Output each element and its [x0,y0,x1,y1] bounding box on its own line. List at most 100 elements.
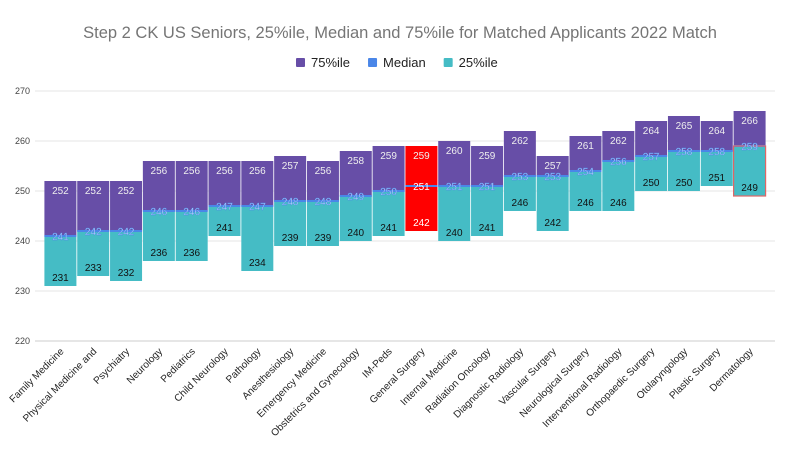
bar-25th-to-median [635,156,668,191]
bar-25th-to-median [438,186,471,241]
bar-median-to-75th [569,136,602,171]
label-median: 253 [544,172,561,183]
label-75th: 258 [347,156,364,167]
label-25th: 233 [85,263,102,274]
label-median: 257 [643,152,660,163]
median-line [175,210,208,212]
bar-median-to-75th [110,181,143,231]
bar-median-to-75th [438,141,471,186]
label-median: 248 [315,197,332,208]
label-median: 242 [118,227,135,238]
legend-item: 25%ile [443,55,498,70]
bar-25th-to-median [274,201,307,246]
bar-25th-to-median [208,206,241,236]
bar-median-to-75th [635,121,668,156]
chart-title: Step 2 CK US Seniors, 25%ile, Median and… [83,24,717,42]
bar-median-to-75th [339,151,372,196]
bar-25th-to-median [175,211,208,261]
median-line [536,175,569,177]
median-line [372,190,405,192]
y-tick-label: 220 [15,336,30,346]
bar-25th-to-median [405,186,438,231]
label-75th: 259 [380,151,397,162]
bar-group: 261 254 246 [569,136,602,211]
bar-25th-to-median [241,206,274,271]
legend: 75%ile Median 25%ile [296,55,498,70]
label-median: 259 [741,142,758,153]
bar-group: 259 251 241 [471,146,504,236]
median-line [208,205,241,207]
label-25th: 249 [741,183,758,194]
bar-median-to-75th [208,161,241,206]
label-median: 241 [52,232,69,243]
median-line [438,185,471,187]
bar-median-to-75th [77,181,110,231]
bar-group: 259 250 241 [372,146,405,236]
label-25th: 240 [446,228,463,239]
label-25th: 250 [643,178,660,189]
label-75th: 260 [446,146,463,157]
label-25th: 242 [413,218,430,229]
label-25th: 234 [249,258,266,269]
label-25th: 241 [479,223,496,234]
label-25th: 241 [216,223,233,234]
label-median: 248 [282,197,299,208]
median-line [274,200,307,202]
bar-group: 260 251 240 [438,141,471,241]
bar-group: 256 248 239 [306,161,339,246]
x-category-label: Internal Medicine [399,346,461,408]
label-75th: 256 [315,166,332,177]
bar-median-to-75th [44,181,77,236]
median-line [405,185,438,187]
label-median: 258 [676,147,693,158]
label-25th: 246 [610,198,627,209]
label-25th: 232 [118,268,135,279]
bar-group: 256 246 236 [142,161,175,261]
label-25th: 251 [708,173,725,184]
label-75th: 256 [151,166,168,177]
label-75th: 259 [479,151,496,162]
median-line [142,210,175,212]
label-25th: 241 [380,223,397,234]
bar-25th-to-median [471,186,504,236]
x-category-label: Neurology [125,346,165,386]
label-median: 253 [512,172,529,183]
label-median: 242 [85,227,102,238]
label-75th: 259 [413,151,430,162]
bar-median-to-75th [503,131,536,176]
bar-group: 265 258 250 [667,116,700,191]
bar-25th-to-median [306,201,339,246]
median-line [471,185,504,187]
legend-swatch [443,58,453,67]
label-median: 251 [479,182,496,193]
label-75th: 257 [544,161,561,172]
legend-label: 75%ile [311,55,350,70]
legend-swatch [296,58,305,67]
highlight-outline [732,145,767,197]
label-25th: 239 [315,233,332,244]
label-25th: 236 [183,248,200,259]
median-line [44,235,77,237]
bar-25th-to-median [372,191,405,236]
bar-median-to-75th [536,156,569,176]
bar-25th-to-median [569,171,602,211]
label-median: 247 [249,202,266,213]
bar-25th-to-median [110,231,143,281]
label-75th: 256 [216,166,233,177]
median-line [503,175,536,177]
bar-25th-to-median [142,211,175,261]
legend-label: 25%ile [459,55,498,70]
bar-group: 257 248 239 [274,156,307,246]
bar-25th-to-median [667,151,700,191]
median-line [667,150,700,152]
bar-group: 262 256 246 [602,131,635,211]
bar-25th-to-median [536,176,569,231]
bar-25th-to-median [503,176,536,211]
bar-group: 256 246 236 [175,161,208,261]
median-line [306,200,339,202]
y-tick-label: 240 [15,236,30,246]
bar-25th-to-median [44,236,77,286]
label-75th: 256 [183,166,200,177]
